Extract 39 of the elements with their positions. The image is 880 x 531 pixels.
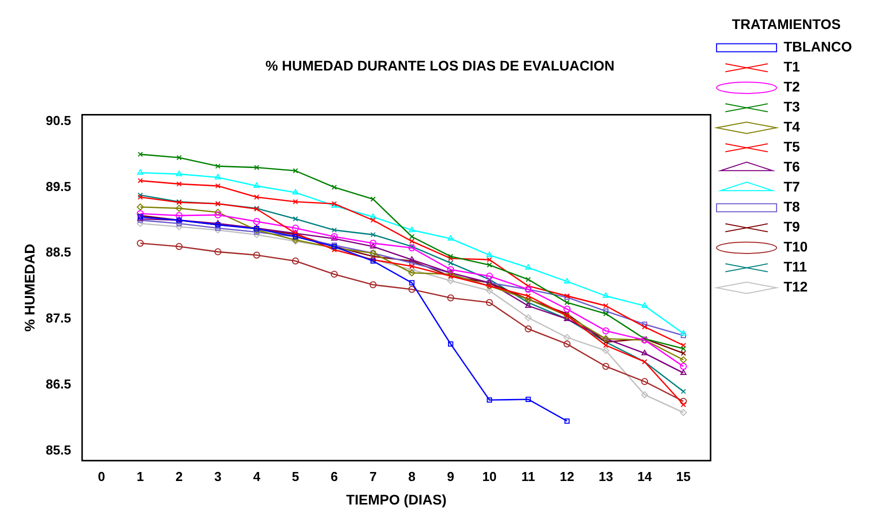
legend-label: T3 (784, 98, 800, 115)
legend-label: T11 (784, 258, 808, 275)
legend-label: T9 (784, 218, 800, 235)
legend-label: TBLANCO (784, 38, 852, 55)
x-tick-label: 10 (482, 468, 497, 484)
x-tick-label: 6 (330, 468, 338, 484)
chart-title: % HUMEDAD DURANTE LOS DIAS DE EVALUACION (266, 57, 614, 74)
y-tick-label: 86.5 (46, 376, 72, 392)
legend-label: T1 (784, 58, 800, 75)
x-tick-label: 1 (136, 468, 144, 484)
legend-label: T10 (784, 238, 808, 255)
x-tick-label: 4 (253, 468, 262, 484)
legend-label: T2 (784, 78, 800, 95)
x-tick-label: 12 (560, 468, 574, 484)
x-axis-title: TIEMPO (DIAS) (346, 491, 447, 508)
y-tick-label: 88.5 (46, 244, 72, 260)
x-tick-label: 15 (676, 468, 691, 484)
legend-label: T4 (784, 118, 800, 135)
y-tick-label: 89.5 (46, 178, 72, 194)
legend-title: TRATAMIENTOS (732, 16, 841, 32)
x-tick-label: 11 (521, 468, 536, 484)
legend-label: T6 (784, 158, 800, 175)
x-tick-label: 14 (637, 468, 653, 484)
x-tick-label: 13 (598, 468, 614, 484)
x-tick-label: 7 (369, 468, 377, 484)
y-tick-label: 85.5 (46, 442, 72, 458)
legend-label: T8 (784, 198, 800, 215)
legend-label: T12 (784, 278, 808, 295)
y-axis-title: % HUMEDAD (21, 244, 38, 332)
y-tick-label: 90.5 (46, 112, 72, 128)
x-tick-label: 8 (408, 468, 416, 484)
x-tick-label: 3 (214, 468, 222, 484)
x-tick-label: 9 (447, 468, 454, 484)
legend-label: T5 (784, 138, 800, 155)
x-tick-label: 5 (292, 468, 300, 484)
legend-label: T7 (784, 178, 800, 195)
y-tick-label: 87.5 (46, 310, 72, 326)
x-tick-label: 0 (98, 468, 106, 484)
x-tick-label: 2 (175, 468, 183, 484)
